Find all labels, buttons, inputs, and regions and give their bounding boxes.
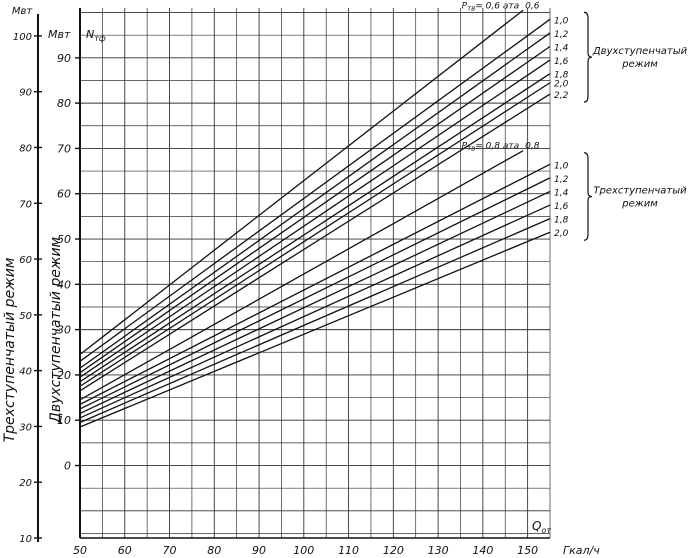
inner-y-tick-label: 10 — [57, 414, 71, 427]
series-line — [79, 59, 551, 378]
outer-y-tick-label: 70 — [19, 199, 32, 210]
x-tick-label: 80 — [207, 544, 221, 557]
curve-label: 2,2 — [554, 91, 569, 101]
outer-unit-label: Мвт — [12, 6, 34, 17]
series-line — [79, 190, 551, 415]
curve-label: 2,0 — [554, 229, 569, 239]
x-tick-label: 90 — [252, 544, 266, 557]
x-tick-label: 60 — [118, 544, 132, 557]
x-tick-label: 140 — [472, 544, 493, 557]
group-label: Трехступенчатый — [593, 185, 687, 196]
outer-y-tick-label: 20 — [19, 478, 32, 489]
curve-label: 1,0 — [554, 16, 569, 26]
group-label: Двухступенчатый — [592, 46, 688, 57]
x-tick-label: 120 — [383, 544, 404, 557]
curve-label: 0,8 — [525, 142, 540, 152]
x-tick-label: 130 — [428, 544, 449, 557]
outer-y-tick-label: 50 — [19, 311, 32, 322]
outer-y-tick-label: 80 — [19, 143, 32, 154]
inner-y-tick-label: 90 — [57, 52, 71, 65]
series-line — [79, 82, 551, 387]
series-line — [79, 73, 551, 383]
series-lines — [79, 9, 551, 428]
curve-label: 1,6 — [554, 57, 569, 67]
series-line — [79, 163, 551, 405]
inner-y-tick-label: 0 — [64, 460, 71, 473]
outer-y-tick-label: 60 — [19, 255, 32, 266]
series-line — [79, 32, 551, 369]
inner-y-tick-label: 60 — [57, 188, 71, 201]
series-line — [79, 93, 551, 392]
curve-label: 0,6 — [525, 1, 540, 11]
outer-y-tick-label: 10 — [19, 534, 32, 545]
x-axis-symbol: Qот — [532, 519, 551, 535]
group-bracket — [583, 152, 593, 241]
curve-label: 1,4 — [554, 188, 569, 198]
inner-y-tick-label: 40 — [57, 278, 71, 291]
series-line — [79, 218, 551, 424]
inner-y-tick-label: 80 — [57, 97, 71, 110]
outer-axis-title: Трехступенчатый режим — [2, 257, 18, 442]
inner-symbol-label: Nтф — [86, 28, 106, 43]
series-line — [79, 9, 524, 356]
x-axis-unit: Гкал/ч — [563, 544, 600, 557]
axes — [34, 8, 593, 542]
curve-label: 1,2 — [554, 175, 569, 185]
inner-y-tick-label: 70 — [57, 142, 71, 155]
parameter-label: Ртв= 0,8 ата — [462, 142, 520, 153]
parameter-label: Ртв= 0,6 ата — [462, 1, 520, 12]
outer-y-tick-label: 40 — [19, 367, 32, 378]
outer-y-tick-label: 30 — [19, 422, 32, 433]
outer-y-tick-label: 100 — [13, 32, 32, 43]
series-line — [79, 18, 551, 362]
group-bracket — [583, 11, 593, 103]
x-tick-label: 110 — [338, 544, 359, 557]
group-label: режим — [621, 198, 658, 209]
series-line — [79, 150, 524, 401]
series-line — [79, 45, 551, 374]
x-tick-label: 100 — [293, 544, 314, 557]
series-line — [79, 177, 551, 410]
curve-label: 1,4 — [554, 44, 569, 54]
x-tick-label: 70 — [163, 544, 177, 557]
curve-label: 1,8 — [554, 216, 569, 226]
series-line — [79, 204, 551, 419]
curve-label: 2,0 — [554, 80, 569, 90]
grid — [79, 8, 551, 538]
outer-y-tick-label: 90 — [19, 88, 32, 99]
curve-label: 1,2 — [554, 30, 569, 40]
inner-y-tick-label: 20 — [57, 369, 71, 382]
x-tick-label: 50 — [73, 544, 87, 557]
curve-label: 1,6 — [554, 202, 569, 212]
x-tick-label: 150 — [517, 544, 538, 557]
group-label: режим — [621, 59, 658, 70]
inner-axis-title: Двухступенчатый режим — [48, 236, 64, 424]
curve-label: 1,0 — [554, 161, 569, 171]
inner-unit-label: Мвт — [48, 28, 71, 41]
inner-y-tick-label: 30 — [57, 324, 71, 337]
curve-label: 1,8 — [554, 71, 569, 81]
series-line — [79, 231, 551, 428]
inner-y-tick-label: 50 — [57, 233, 71, 246]
